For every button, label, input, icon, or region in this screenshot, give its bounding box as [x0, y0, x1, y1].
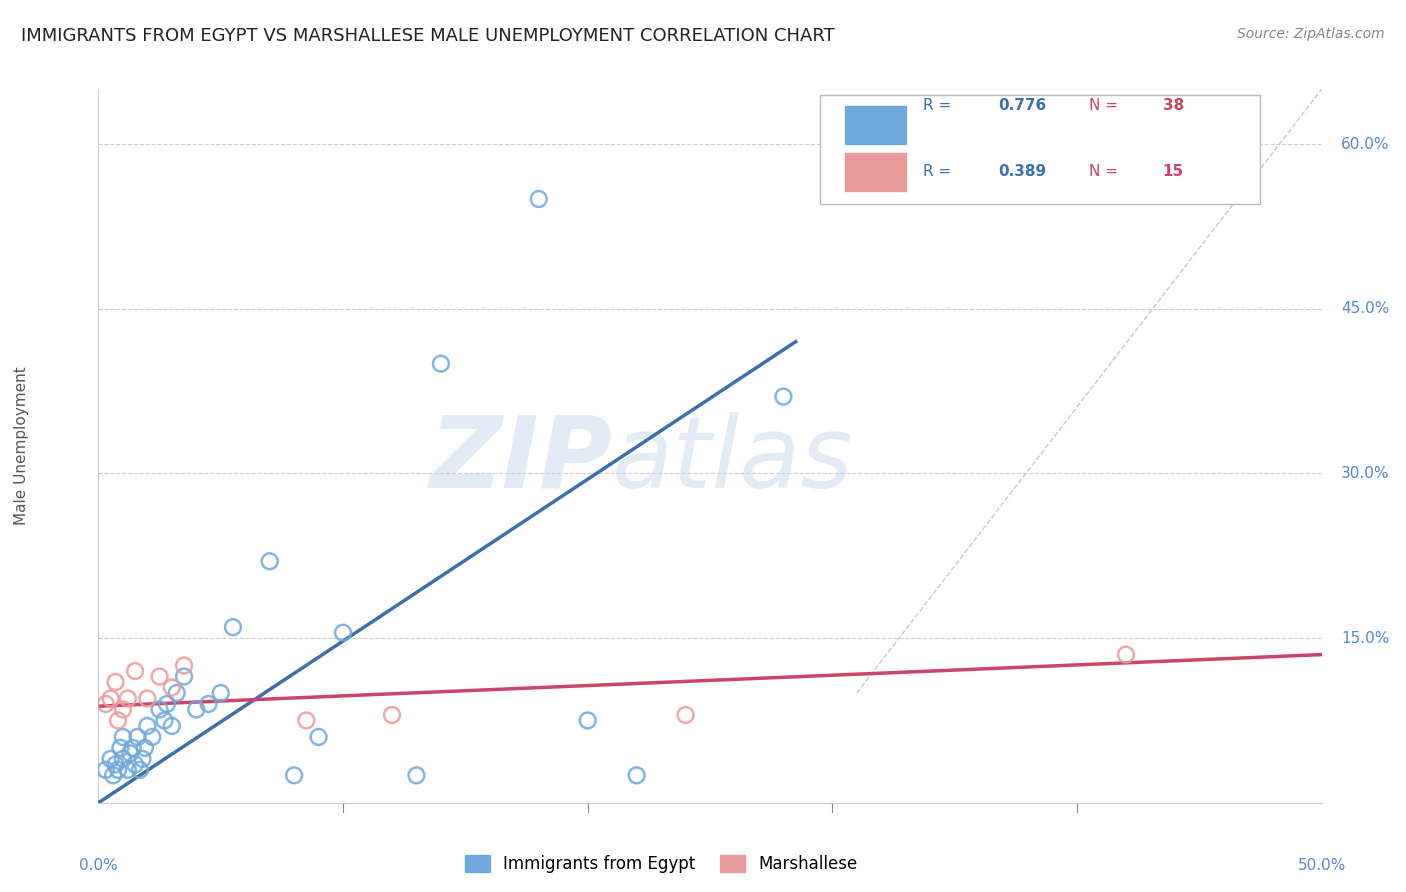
Point	[134, 740, 156, 755]
Point	[104, 675, 127, 690]
Point	[381, 708, 404, 723]
Text: ZIP: ZIP	[429, 412, 612, 508]
Point	[259, 554, 281, 568]
Point	[1115, 648, 1137, 662]
Point	[160, 719, 183, 733]
Text: IMMIGRANTS FROM EGYPT VS MARSHALLESE MALE UNEMPLOYMENT CORRELATION CHART: IMMIGRANTS FROM EGYPT VS MARSHALLESE MAL…	[21, 27, 835, 45]
Point	[527, 192, 550, 206]
Legend: Immigrants from Egypt, Marshallese: Immigrants from Egypt, Marshallese	[458, 848, 865, 880]
Point	[111, 702, 134, 716]
Text: 0.389: 0.389	[998, 164, 1047, 179]
Text: Source: ZipAtlas.com: Source: ZipAtlas.com	[1237, 27, 1385, 41]
Bar	[845, 105, 905, 145]
Point	[156, 697, 179, 711]
Point	[186, 702, 208, 716]
Point	[110, 740, 132, 755]
Text: R =: R =	[922, 164, 956, 179]
Point	[149, 702, 172, 716]
Text: N =: N =	[1090, 98, 1123, 113]
Point	[405, 768, 427, 782]
Bar	[820, 95, 1260, 204]
Text: Male Unemployment: Male Unemployment	[14, 367, 28, 525]
Point	[104, 757, 127, 772]
Text: 0.0%: 0.0%	[79, 858, 118, 872]
Text: 45.0%: 45.0%	[1341, 301, 1389, 317]
Point	[101, 768, 124, 782]
Point	[153, 714, 176, 728]
Text: 60.0%: 60.0%	[1341, 136, 1389, 152]
Bar	[845, 153, 905, 191]
Point	[295, 714, 318, 728]
Point	[136, 719, 159, 733]
Point	[124, 757, 146, 772]
Text: 15: 15	[1163, 164, 1184, 179]
Point	[283, 768, 305, 782]
Point	[166, 686, 188, 700]
Point	[576, 714, 599, 728]
Point	[117, 691, 139, 706]
Point	[141, 730, 163, 744]
Point	[430, 357, 453, 371]
Text: 38: 38	[1163, 98, 1184, 113]
Point	[160, 681, 183, 695]
Point	[675, 708, 697, 723]
Point	[209, 686, 232, 700]
Point	[100, 752, 122, 766]
Point	[772, 390, 794, 404]
Text: 50.0%: 50.0%	[1298, 858, 1346, 872]
Point	[100, 691, 122, 706]
Point	[111, 752, 134, 766]
Point	[136, 691, 159, 706]
Text: 15.0%: 15.0%	[1341, 631, 1389, 646]
Point	[121, 740, 143, 755]
Text: R =: R =	[922, 98, 956, 113]
Point	[120, 747, 142, 761]
Point	[222, 620, 245, 634]
Point	[149, 669, 172, 683]
Point	[94, 763, 117, 777]
Text: atlas: atlas	[612, 412, 853, 508]
Point	[107, 763, 129, 777]
Text: 0.776: 0.776	[998, 98, 1047, 113]
Point	[127, 730, 149, 744]
Point	[111, 730, 134, 744]
Point	[117, 763, 139, 777]
Text: 30.0%: 30.0%	[1341, 466, 1389, 481]
Point	[94, 697, 117, 711]
Point	[197, 697, 219, 711]
Point	[173, 658, 195, 673]
Point	[107, 714, 129, 728]
Point	[124, 664, 146, 678]
Text: N =: N =	[1090, 164, 1123, 179]
Point	[131, 752, 153, 766]
Point	[129, 763, 152, 777]
Point	[332, 625, 354, 640]
Point	[626, 768, 648, 782]
Point	[173, 669, 195, 683]
Point	[308, 730, 330, 744]
